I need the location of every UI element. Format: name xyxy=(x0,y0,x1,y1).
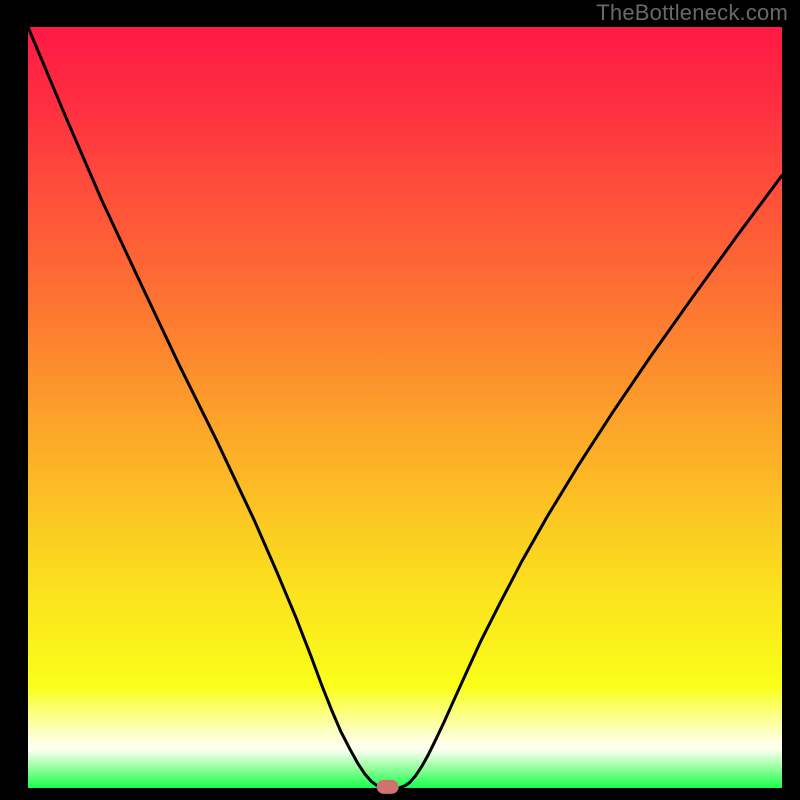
chart-frame: TheBottleneck.com xyxy=(0,0,800,800)
sweet-spot-marker xyxy=(377,780,399,794)
watermark-text: TheBottleneck.com xyxy=(596,0,788,26)
chart-svg xyxy=(0,0,800,800)
plot-background xyxy=(28,27,782,788)
